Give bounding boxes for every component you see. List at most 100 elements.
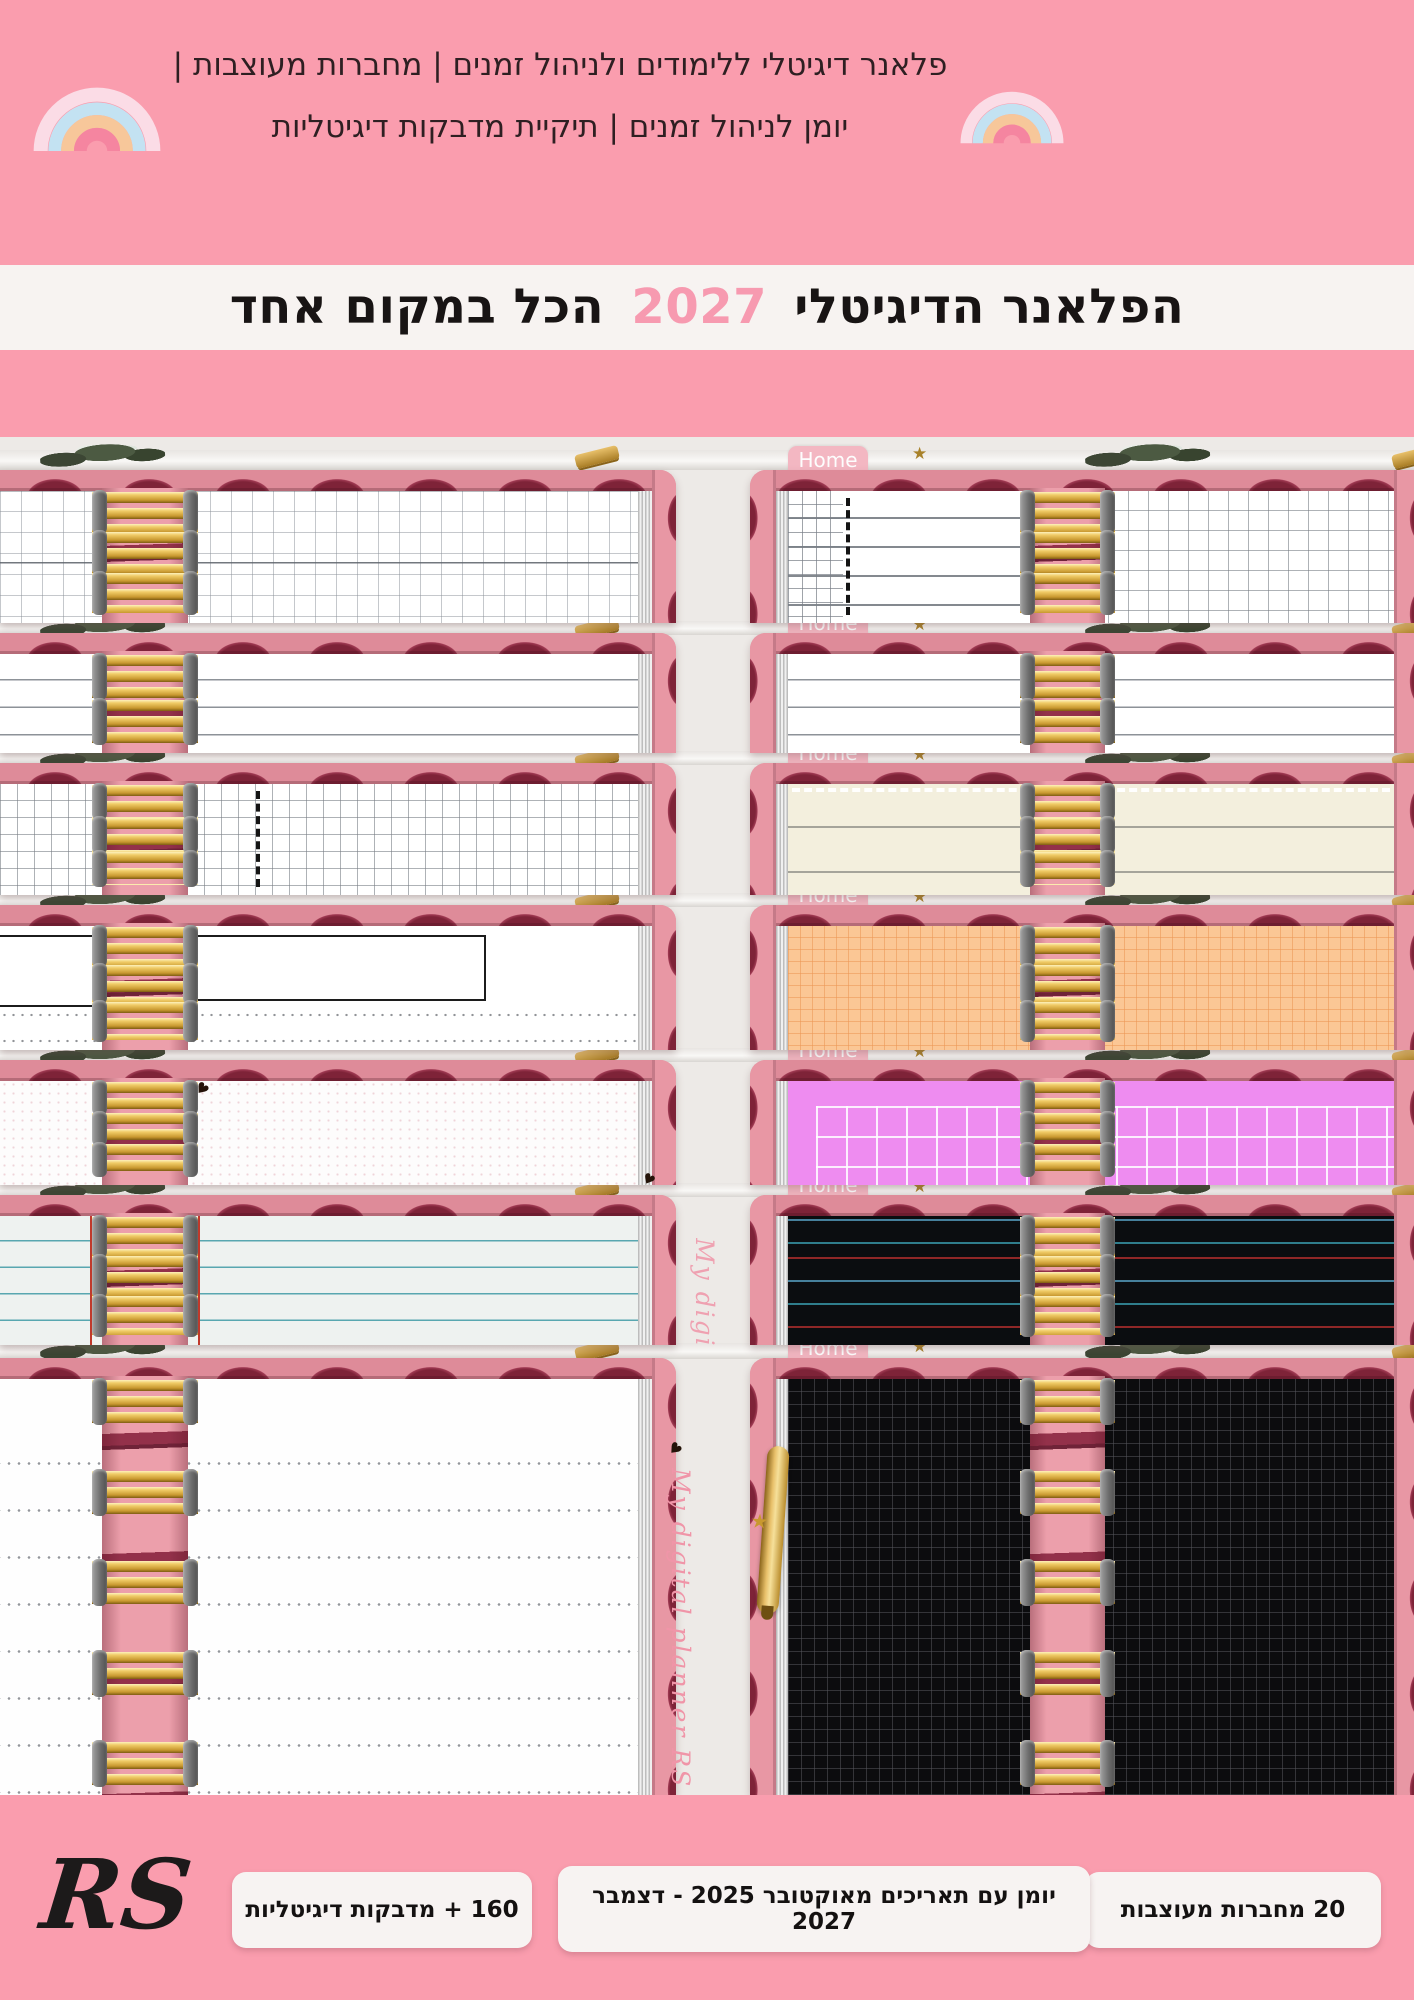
- notebook-preview-right-black-ruled: [750, 1195, 1414, 1345]
- cover-border-right: [1394, 905, 1414, 1050]
- cover-border-left: [750, 1195, 776, 1345]
- spiral-coil: [92, 849, 198, 888]
- spiral-coil: [1020, 1214, 1115, 1259]
- pink-divider-band: [0, 350, 1414, 437]
- cover-border-right: [1394, 1060, 1414, 1185]
- spiral-binding: [1020, 1080, 1115, 1177]
- header-tagline-line1: פלאנר דיגיטלי ללימודים ולניהול זמנים | מ…: [172, 47, 948, 83]
- spiral-binding: [92, 1214, 198, 1338]
- spiral-coil: [1020, 1142, 1115, 1177]
- spiral-coil: [92, 570, 198, 616]
- spiral-coil: [1020, 1740, 1115, 1787]
- spiral-coil: [1020, 530, 1115, 576]
- side-script-text: My digital planner RS: [666, 1468, 695, 1789]
- title-band: הפלאנר הדיגיטלי 2027 הכל במקום אחד: [0, 265, 1414, 350]
- spiral-coil: [92, 1080, 198, 1115]
- spiral-coil: [1020, 782, 1115, 821]
- spiral-binding: [1020, 1214, 1115, 1338]
- spiral-binding: [1020, 1378, 1115, 1787]
- page-edge: [776, 925, 788, 1050]
- spiral-coil: [92, 489, 198, 535]
- cover-border-left: [750, 470, 776, 623]
- spiral-coil: [1020, 1293, 1115, 1338]
- page-edge: [638, 653, 652, 753]
- red-margin-line: [198, 1215, 200, 1345]
- spiral-coil: [92, 1740, 198, 1787]
- cover-border-top: [0, 633, 676, 654]
- side-script-text: My digital planner RS: [690, 1238, 719, 1346]
- spiral-binding: [1020, 489, 1115, 616]
- spiral-coil: [92, 1111, 198, 1146]
- header-banner: פלאנר דיגיטלי ללימודים ולניהול זמנים | מ…: [0, 0, 1414, 265]
- cover-border-top: [0, 1358, 676, 1379]
- cover-border-left: [750, 1060, 776, 1185]
- spiral-coil: [1020, 816, 1115, 855]
- spiral-coil: [1020, 489, 1115, 535]
- home-tab-label: Home: [798, 448, 858, 472]
- page-edge: [776, 1080, 788, 1185]
- badge-label: 20 מחברות מעוצבות: [1120, 1897, 1346, 1923]
- header-tagline-line2: יומן לניהול זמנים | תיקיית מדבקות דיגיטל…: [271, 109, 849, 145]
- dashed-divider: [256, 791, 260, 887]
- cover-border-right: [652, 1195, 676, 1345]
- notebook-preview-right-grid-ruled: [750, 470, 1414, 623]
- cover-border-right: [652, 905, 676, 1050]
- page-edge: [638, 1080, 652, 1185]
- spiral-binding: [92, 1080, 198, 1177]
- cover-border-right: [1394, 633, 1414, 753]
- cover-border-top: [750, 1195, 1414, 1216]
- spiral-binding: [1020, 782, 1115, 888]
- header-tagline: פלאנר דיגיטלי ללימודים ולניהול זמנים | מ…: [160, 34, 960, 158]
- spiral-coil: [92, 962, 198, 1005]
- spiral-coil: [92, 653, 198, 700]
- cover-border-left: [750, 633, 776, 753]
- spiral-binding: [92, 1378, 198, 1787]
- notebook-preview-left-dotted-blank: [0, 1060, 676, 1185]
- cover-border-left: [750, 763, 776, 895]
- page-edge: [776, 783, 788, 895]
- cover-border-top: [750, 763, 1414, 784]
- red-margin-line: [90, 1215, 92, 1345]
- cover-border-right: [652, 1060, 676, 1185]
- spiral-coil: [92, 1378, 198, 1425]
- photo-gap-band: ★: [0, 440, 1414, 470]
- cover-border-top: [0, 905, 676, 926]
- spiral-coil: [92, 1293, 198, 1338]
- cover-border-top: [750, 633, 1414, 654]
- spiral-coil: [1020, 1254, 1115, 1299]
- spiral-coil: [1020, 849, 1115, 888]
- spiral-coil: [92, 1254, 198, 1299]
- cover-border-top: [0, 470, 676, 491]
- spiral-coil: [92, 816, 198, 855]
- cover-border-top: [750, 470, 1414, 491]
- cover-border-top: [750, 905, 1414, 926]
- cover-border-right: [1394, 470, 1414, 623]
- spiral-binding: [92, 653, 198, 745]
- spiral-binding: [92, 489, 198, 616]
- cover-border-right: [652, 470, 676, 623]
- page-edge: [638, 925, 652, 1050]
- spiral-coil: [92, 1468, 198, 1516]
- spiral-coil: [92, 925, 198, 967]
- page-edge: [638, 1215, 652, 1345]
- notebook-preview-left-frames: [0, 905, 676, 1050]
- spiral-coil: [92, 1214, 198, 1259]
- rainbow-icon: [33, 30, 161, 158]
- spiral-coil: [92, 1000, 198, 1042]
- spiral-coil: [1020, 1559, 1115, 1606]
- spiral-coil: [1020, 1111, 1115, 1146]
- rainbow-icon: [960, 38, 1064, 156]
- cover-border-right: [1394, 763, 1414, 895]
- spiral-coil: [1020, 1468, 1115, 1516]
- gold-sled-icon: [1390, 444, 1414, 470]
- spiral-coil: [92, 1649, 198, 1697]
- notebook-preview-left-grid-divider: [0, 763, 676, 895]
- cover-border-top: [750, 1060, 1414, 1081]
- spiral-coil: [1020, 653, 1115, 700]
- notebook-preview-right-violet: [750, 1060, 1414, 1185]
- spiral-binding: [1020, 925, 1115, 1042]
- page-edge: [776, 653, 788, 753]
- page-edge: [638, 1378, 652, 1795]
- gold-star-icon: ★: [912, 444, 928, 464]
